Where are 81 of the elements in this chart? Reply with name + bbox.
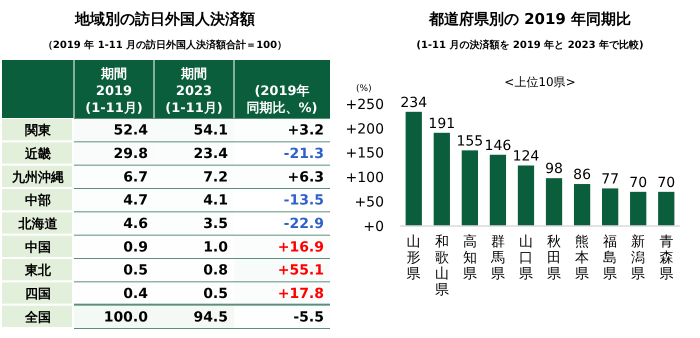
data-label: 70: [657, 174, 676, 191]
data-label: 98: [545, 161, 563, 178]
text: <上位10県>: [504, 75, 576, 89]
x-tick-label: 高知県: [462, 234, 477, 282]
bar: [574, 184, 590, 226]
data-label: 0.4: [123, 286, 148, 302]
data-label: +55.1: [278, 262, 324, 279]
data-label: 4.7: [123, 192, 148, 209]
data-label: -13.5: [284, 192, 324, 209]
chart-title: 地域別の訪日外国人決済額: [74, 10, 255, 28]
data-label: 86: [573, 167, 592, 184]
data-label: -22.9: [284, 216, 324, 232]
data-label: 52.4: [113, 122, 148, 139]
y-tick-label: 九州沖縄: [11, 170, 64, 186]
bar: [658, 192, 674, 226]
y-tick-label: 全国: [24, 310, 51, 326]
y-tick-label: 四国: [25, 287, 51, 302]
x-tick-label: 群馬県: [490, 234, 505, 282]
y-tick-label: 関東: [25, 124, 52, 139]
chart-subtitle: （2019 年 1-11 月の訪日外国人決済額合計＝100）: [42, 39, 288, 51]
y-tick-label: 北海道: [18, 217, 58, 232]
y-tick-label: 中部: [25, 192, 51, 209]
data-label: 77: [601, 171, 620, 188]
data-label: 54.1: [193, 122, 228, 139]
y-tick-label: 東北: [24, 264, 52, 279]
data-label: 3.5: [203, 216, 228, 232]
x-tick-label: 期間 2023 (1-11月): [165, 67, 223, 116]
data-label: 4.1: [203, 192, 228, 209]
x-tick-label: 青森県: [659, 234, 674, 282]
data-label: 7.2: [203, 169, 228, 186]
data-label: 4.6: [123, 216, 148, 232]
x-tick-label: (2019年同期比、%): [246, 84, 318, 116]
data-label: +6.3: [287, 169, 324, 186]
y-tick-label: +150: [346, 146, 384, 162]
data-label: +3.2: [287, 122, 324, 139]
data-label: 94.5: [193, 309, 228, 326]
data-label: 0.8: [203, 262, 228, 279]
x-tick-label: 期間 2019 (1-11月): [85, 67, 143, 116]
x-tick-label: 新潟県: [631, 234, 646, 282]
data-label: 191: [428, 116, 456, 132]
data-label: 1.0: [203, 239, 228, 256]
data-label: +17.8: [278, 286, 324, 302]
bar: [434, 132, 450, 226]
y-tick-label: 中国: [25, 240, 51, 256]
bar: [602, 188, 618, 226]
y-tick-label: +200: [346, 121, 384, 138]
data-label: 0.5: [123, 262, 148, 279]
y-tick-label: +100: [346, 170, 384, 186]
y-tick-label: +0: [363, 218, 384, 235]
data-label: 70: [629, 174, 648, 191]
bar: [406, 112, 422, 226]
chart-subtitle: (1-11 月の決済額を 2019 年と 2023 年で比較): [416, 39, 644, 51]
x-tick-label: 秋田県: [547, 234, 562, 282]
data-label: -5.5: [293, 309, 324, 326]
x-tick-label: 熊本県: [575, 234, 590, 282]
data-label: +16.9: [278, 239, 324, 256]
bar: [630, 192, 646, 226]
data-label: 124: [512, 148, 540, 164]
chart-title: 都道府県別の 2019 年同期比: [428, 10, 632, 28]
data-label: 23.4: [193, 146, 228, 162]
x-tick-label: 山口県: [518, 234, 533, 282]
y-tick-label: +250: [346, 96, 384, 113]
data-label: 0.9: [123, 239, 148, 256]
data-label: 6.7: [123, 169, 148, 186]
bar: [490, 154, 506, 226]
data-label: 234: [400, 94, 428, 111]
y-tick-label: +50: [354, 194, 384, 210]
data-label: 146: [484, 138, 512, 154]
data-label: -21.3: [284, 146, 324, 162]
x-tick-label: 山形県: [406, 234, 421, 282]
x-tick-label: 和歌山県: [434, 234, 449, 298]
y-tick-label: 近畿: [24, 146, 51, 162]
y-axis-title: (%): [356, 84, 372, 94]
data-label: 29.8: [113, 146, 148, 162]
data-label: 100.0: [104, 309, 148, 326]
bar: [462, 150, 478, 226]
bar: [546, 178, 562, 226]
data-label: 0.5: [203, 286, 228, 302]
data-label: 155: [456, 133, 484, 150]
x-tick-label: 福島県: [603, 234, 618, 282]
bar: [518, 165, 534, 226]
